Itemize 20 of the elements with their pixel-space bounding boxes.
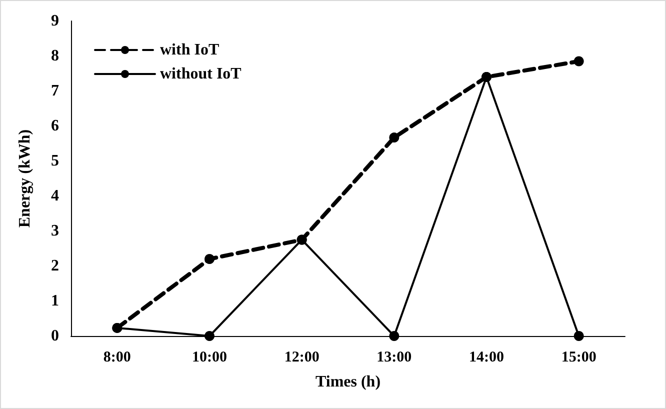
y-tick-label: 3: [51, 222, 59, 240]
y-tick-label: 6: [51, 118, 59, 134]
x-tick-label: 15:00: [561, 350, 596, 366]
y-tick-label: 1: [51, 292, 59, 310]
y-tick-label: 4: [51, 188, 59, 204]
y-tick-label: 8: [51, 48, 59, 64]
y-tick-label: 5: [51, 152, 59, 170]
x-tick-label: 14:00: [469, 350, 504, 366]
legend-label: with IoT: [160, 42, 220, 58]
y-tick-label: 7: [51, 82, 59, 100]
y-axis-title: Energy (kWh): [16, 129, 34, 228]
x-tick-label: 12:00: [284, 350, 320, 366]
y-tick-label: 9: [51, 12, 59, 30]
legend-label: without IoT: [160, 66, 242, 82]
y-tick-label: 2: [51, 258, 59, 274]
y-tick-label: 0: [51, 328, 59, 344]
x-tick-label: 8:00: [103, 350, 131, 366]
x-axis-title: Times (h): [315, 374, 381, 390]
x-tick-label: 10:00: [192, 350, 227, 366]
x-tick-label: 13:00: [376, 350, 412, 366]
